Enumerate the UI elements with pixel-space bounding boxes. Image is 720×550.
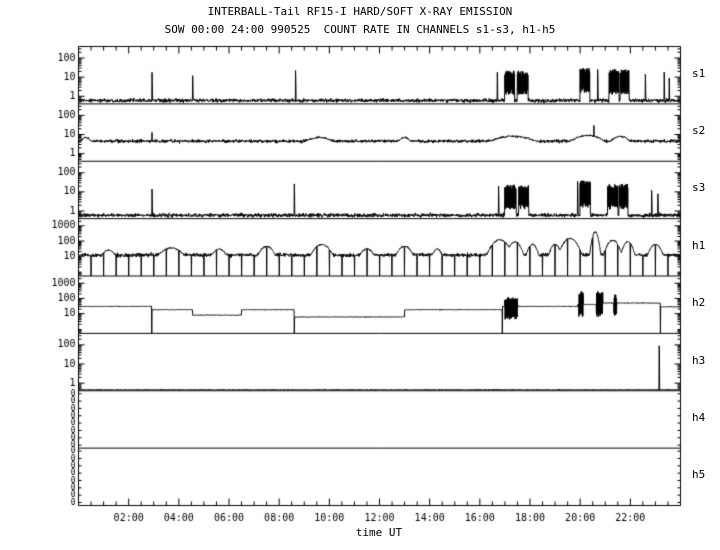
panel-label-h5: h5 [692,468,706,481]
panel-label-h1: h1 [692,239,706,252]
panel-label-s2: s2 [692,124,706,137]
panel-label-h4: h4 [692,411,706,424]
panel-label-s1: s1 [692,67,706,80]
panel-label-h2: h2 [692,296,706,309]
x-axis-label: time UT [355,526,403,539]
panel-label-h3: h3 [692,354,706,367]
panel-label-s3: s3 [692,181,706,194]
